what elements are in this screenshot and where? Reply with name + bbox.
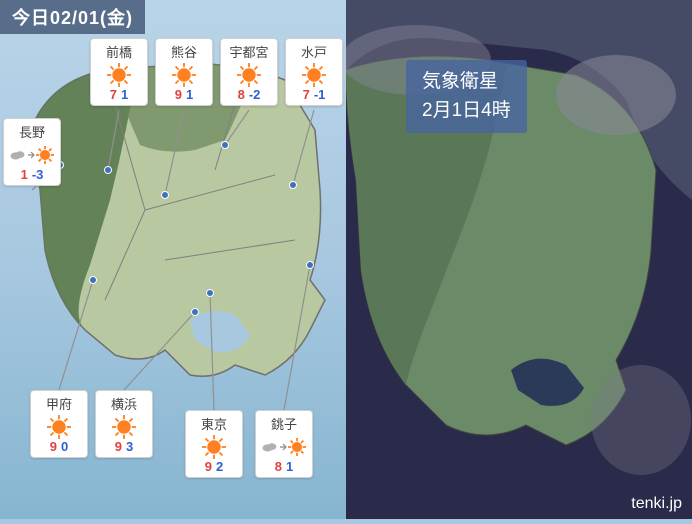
city-temps: 1 -3 xyxy=(9,167,55,182)
satellite-label: 気象衛星 2月1日4時 xyxy=(406,60,527,133)
city-card[interactable]: 銚子 81 xyxy=(255,410,313,478)
temp-low: 1 xyxy=(121,87,128,102)
city-name: 銚子 xyxy=(261,414,307,433)
weather-icon xyxy=(96,62,142,88)
weather-icon xyxy=(226,62,272,88)
date-header: 今日02/01(金) xyxy=(0,0,145,34)
city-name: 熊谷 xyxy=(161,42,207,61)
city-card[interactable]: 長野 1 -3 xyxy=(3,118,61,186)
forecast-panel: 今日02/01(金) 前橋71熊谷91宇都宮8-2水戸7-1長野1-3甲府90横… xyxy=(0,0,346,519)
temp-low: -1 xyxy=(314,87,326,102)
satellite-label-title: 気象衛星 xyxy=(422,68,511,97)
city-temps: 90 xyxy=(36,439,82,454)
temp-high: 9 xyxy=(115,439,122,454)
credit-text: tenki.jp xyxy=(631,495,682,513)
satellite-panel: 気象衛星 2月1日4時 tenki.jp xyxy=(346,0,692,519)
city-dot xyxy=(221,141,229,149)
city-card[interactable]: 熊谷 91 xyxy=(155,38,213,106)
city-name: 宇都宮 xyxy=(226,42,272,61)
city-dot xyxy=(289,181,297,189)
city-name: 横浜 xyxy=(101,394,147,413)
weather-icon xyxy=(191,434,237,460)
satellite-label-time: 2月1日4時 xyxy=(422,97,511,126)
weather-icon xyxy=(161,62,207,88)
weather-icon xyxy=(291,62,337,88)
city-dot xyxy=(161,191,169,199)
weather-icon xyxy=(261,434,307,460)
city-temps: 91 xyxy=(161,87,207,102)
temp-high: 9 xyxy=(175,87,182,102)
weather-icon xyxy=(36,414,82,440)
temp-high: 8 xyxy=(275,459,282,474)
city-name: 水戸 xyxy=(291,42,337,61)
temp-low: 1 xyxy=(286,459,293,474)
city-temps: 92 xyxy=(191,459,237,474)
city-name: 東京 xyxy=(191,414,237,433)
temp-low: -2 xyxy=(249,87,261,102)
temp-high: 7 xyxy=(303,87,310,102)
temp-high: 1 xyxy=(21,167,28,182)
temp-low: 0 xyxy=(61,439,68,454)
city-card[interactable]: 水戸 7 -1 xyxy=(285,38,343,106)
weather-icon xyxy=(9,142,55,168)
city-temps: 71 xyxy=(96,87,142,102)
city-temps: 81 xyxy=(261,459,307,474)
city-name: 甲府 xyxy=(36,394,82,413)
city-card[interactable]: 宇都宮 8 -2 xyxy=(220,38,278,106)
temp-low: -3 xyxy=(32,167,44,182)
temp-high: 9 xyxy=(205,459,212,474)
city-dot xyxy=(206,289,214,297)
city-card[interactable]: 前橋 71 xyxy=(90,38,148,106)
city-dot xyxy=(89,276,97,284)
city-card[interactable]: 横浜 93 xyxy=(95,390,153,458)
city-dot xyxy=(191,308,199,316)
city-dot xyxy=(306,261,314,269)
weather-icon xyxy=(101,414,147,440)
temp-low: 2 xyxy=(216,459,223,474)
city-name: 前橋 xyxy=(96,42,142,61)
city-temps: 93 xyxy=(101,439,147,454)
temp-high: 9 xyxy=(50,439,57,454)
city-temps: 7 -1 xyxy=(291,87,337,102)
city-card[interactable]: 甲府 90 xyxy=(30,390,88,458)
city-dot xyxy=(104,166,112,174)
city-temps: 8 -2 xyxy=(226,87,272,102)
temp-high: 7 xyxy=(110,87,117,102)
temp-low: 3 xyxy=(126,439,133,454)
temp-low: 1 xyxy=(186,87,193,102)
city-card[interactable]: 東京 92 xyxy=(185,410,243,478)
temp-high: 8 xyxy=(238,87,245,102)
city-name: 長野 xyxy=(9,122,55,141)
